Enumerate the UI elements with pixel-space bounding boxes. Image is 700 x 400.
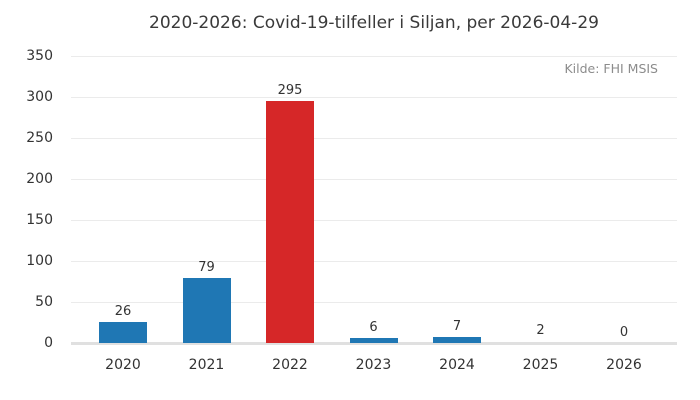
gridline-300 [71,96,677,98]
ytick-0: 0 [44,335,53,351]
ytick-200: 200 [26,171,53,187]
bar-value-2021: 79 [198,260,215,276]
gridline-50 [71,301,677,303]
gridline-150 [71,219,677,221]
xtick-2025: 2025 [522,357,559,373]
bar-2023 [349,338,398,343]
source-label: Kilde: FHI MSIS [564,61,658,76]
xtick-2021: 2021 [188,357,225,373]
xtick-2026: 2026 [606,357,642,373]
bar-value-2022: 295 [277,83,303,99]
bar-value-2026: 0 [619,325,629,340]
bar-value-2023: 6 [369,320,378,336]
bar-2021 [182,278,231,343]
ytick-150: 150 [26,212,53,228]
bar-2020 [99,321,147,343]
xtick-2023: 2023 [355,357,392,373]
ytick-300: 300 [26,89,53,105]
xtick-2022: 2022 [272,357,308,373]
bar-2024 [433,337,481,343]
xtick-2020: 2020 [105,357,141,373]
ytick-100: 100 [26,253,53,269]
gridline-200 [71,178,677,180]
bar-value-2024: 7 [452,319,462,335]
gridline-350 [71,55,677,57]
gridline-100 [71,260,677,262]
ytick-350: 350 [26,48,53,64]
bar-value-2020: 26 [114,303,132,319]
ytick-250: 250 [26,130,53,146]
xtick-2024: 2024 [439,357,475,373]
ytick-50: 50 [35,294,53,310]
gridline-250 [71,137,677,139]
bar-2022 [266,101,314,343]
bar-value-2025: 2 [536,323,545,339]
x-axis-line [71,341,677,345]
chart-title: 2020-2026: Covid-19-tilfeller i Siljan, … [149,13,599,33]
